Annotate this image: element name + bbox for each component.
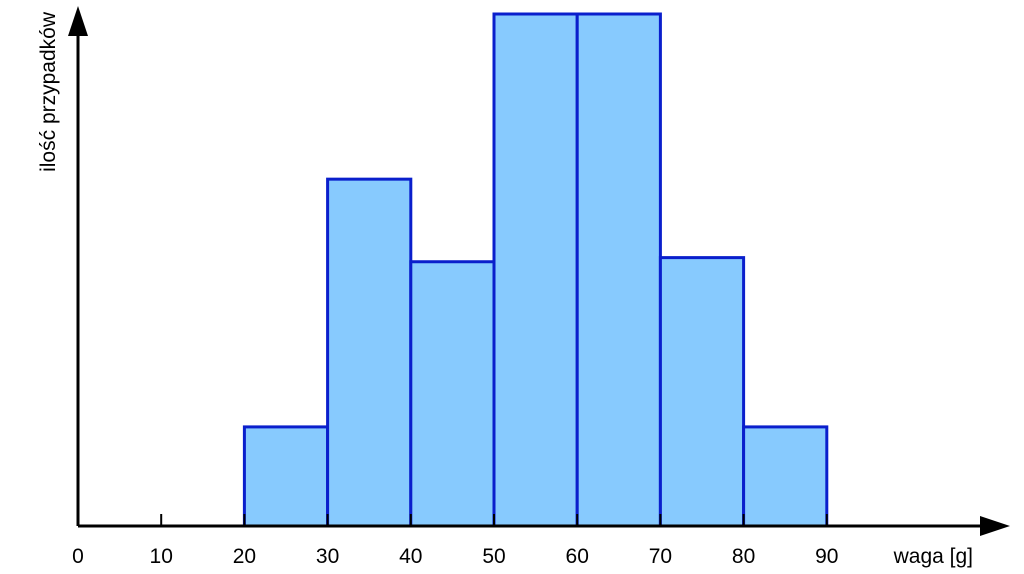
- histogram-bar-80-90: [742, 425, 829, 528]
- x-tick-label-80: 80: [732, 545, 755, 568]
- x-tick-label-50: 50: [482, 545, 505, 568]
- x-tick-label-70: 70: [649, 545, 672, 568]
- ticks-layer: 0 10 20 30 40 50 60 70 80 90: [72, 514, 838, 568]
- x-axis-title: waga [g]: [893, 545, 973, 568]
- histogram-bar-70-80: [658, 256, 746, 528]
- x-tick-label-10: 10: [150, 545, 173, 568]
- histogram-bar-60-70: [575, 12, 662, 528]
- x-tick-label-90: 90: [815, 545, 838, 568]
- x-tick-label-20: 20: [233, 545, 256, 568]
- axes-layer: [68, 6, 1010, 536]
- x-tick-label-0: 0: [72, 545, 84, 568]
- histogram-bar-30-40: [326, 177, 413, 528]
- y-axis-arrow-icon: [68, 6, 88, 36]
- x-tick-label-40: 40: [399, 545, 422, 568]
- x-tick-label-60: 60: [566, 545, 589, 568]
- x-tick-label-30: 30: [316, 545, 339, 568]
- histogram-bar-50-60: [492, 12, 579, 528]
- bars-layer: [242, 12, 829, 528]
- y-axis-title: ilość przypadków: [37, 11, 60, 172]
- histogram-bar-40-50: [409, 260, 496, 528]
- x-axis-arrow-icon: [980, 516, 1010, 536]
- histogram-bar-20-30: [242, 425, 330, 528]
